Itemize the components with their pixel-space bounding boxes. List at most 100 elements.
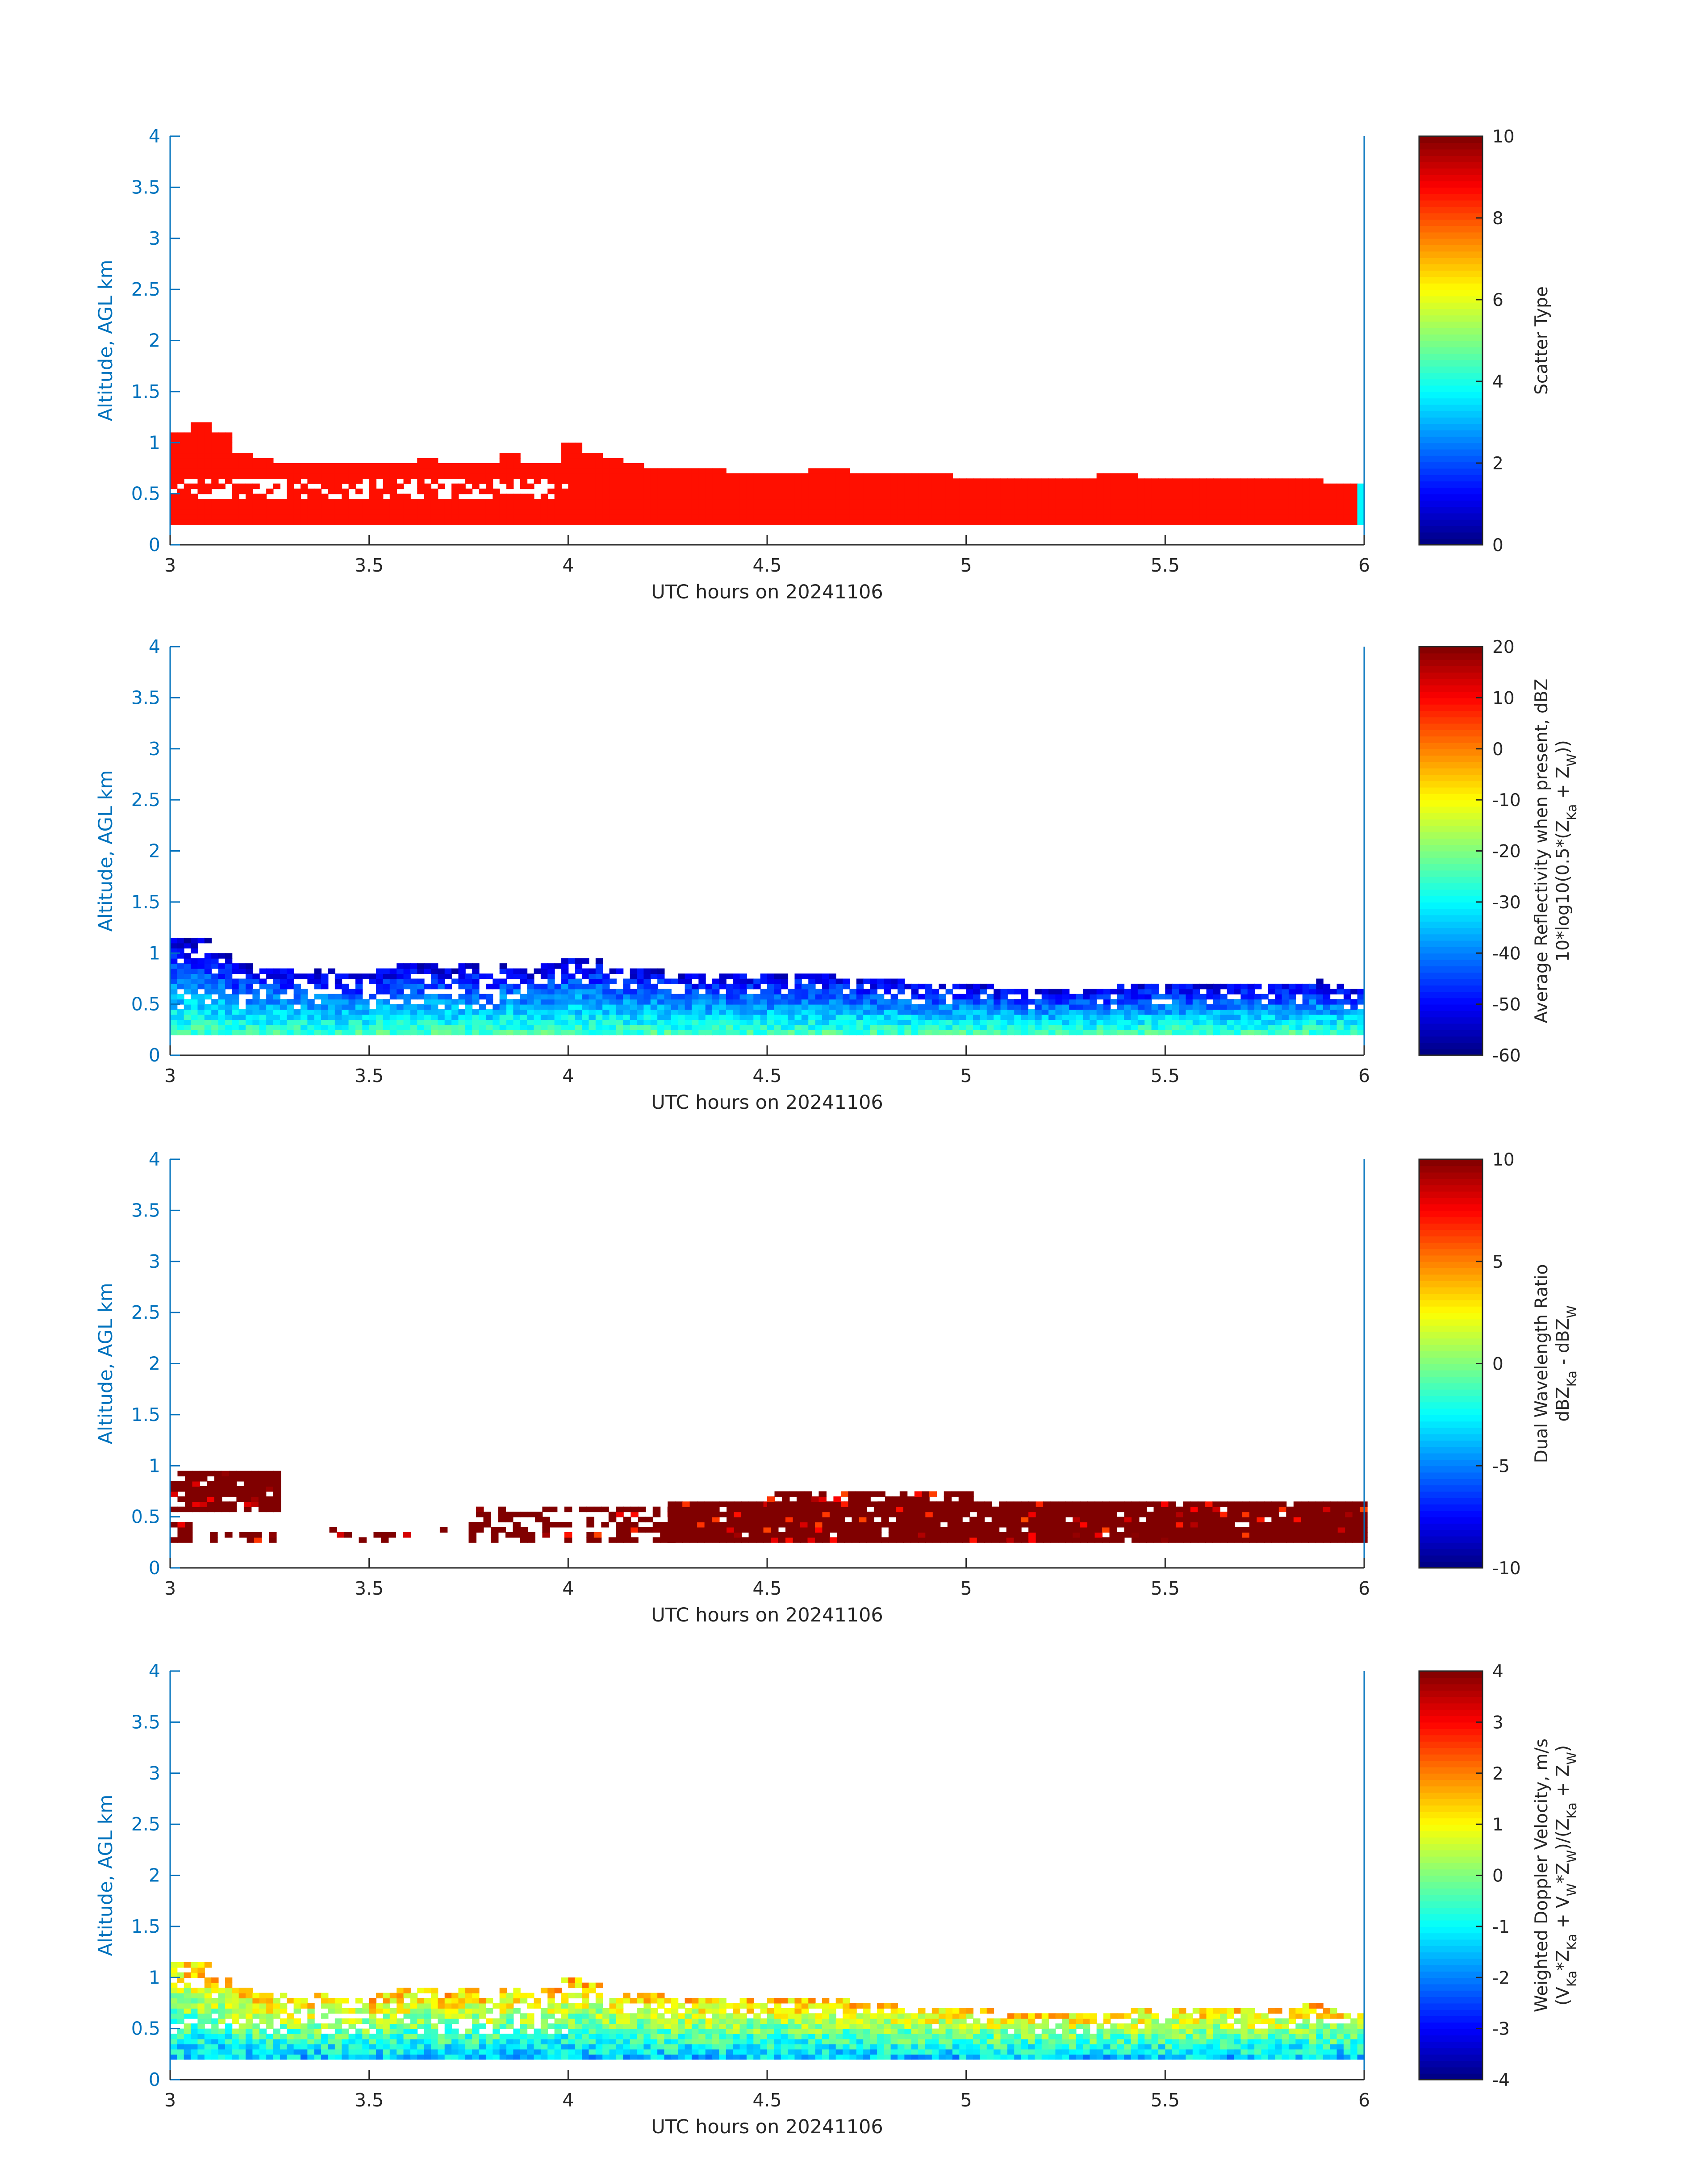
- heatmap-cell: [1096, 478, 1104, 484]
- colorbar-swatch: [1419, 647, 1482, 654]
- heatmap-cell: [691, 983, 699, 990]
- heatmap-cell: [1151, 1029, 1159, 1036]
- heatmap-cell: [1227, 1537, 1235, 1543]
- heatmap-cell: [918, 1506, 926, 1513]
- colorbar-swatch: [1419, 653, 1482, 660]
- colorbar-swatch: [1419, 1549, 1482, 1556]
- heatmap-cell: [417, 1024, 425, 1030]
- heatmap-cell: [1247, 1024, 1255, 1030]
- heatmap-cell: [650, 1009, 658, 1015]
- heatmap-cell: [788, 478, 795, 484]
- heatmap-cell: [1065, 1501, 1073, 1507]
- heatmap-cell: [890, 1029, 898, 1036]
- heatmap-cell: [1316, 504, 1324, 510]
- heatmap-cell: [589, 519, 596, 525]
- heatmap-cell: [852, 1532, 860, 1538]
- heatmap-cell: [1352, 1501, 1361, 1507]
- heatmap-cell: [911, 473, 919, 479]
- heatmap-cell: [753, 999, 761, 1005]
- heatmap-cell: [815, 468, 823, 474]
- heatmap-cell: [472, 974, 480, 979]
- heatmap-cell: [986, 1014, 994, 1020]
- heatmap-cell: [204, 432, 212, 438]
- heatmap-cell: [863, 1024, 871, 1030]
- heatmap-cell: [918, 1009, 926, 1015]
- y-tick-label: 1: [149, 942, 160, 964]
- heatmap-cell: [748, 1506, 757, 1513]
- y-tick-label: 0.5: [131, 1506, 160, 1528]
- heatmap-cell: [852, 1537, 860, 1543]
- heatmap-cell: [1247, 519, 1255, 525]
- heatmap-cell: [259, 473, 267, 479]
- heatmap-cell: [266, 974, 274, 979]
- colorbar-swatch: [1419, 985, 1482, 992]
- heatmap-cell: [527, 1512, 535, 1517]
- heatmap-cell: [1293, 1527, 1302, 1533]
- heatmap-cell: [616, 483, 624, 489]
- heatmap-cell: [890, 493, 898, 500]
- colorbar-tick-label: -20: [1492, 842, 1521, 862]
- heatmap-cell: [1212, 1517, 1220, 1523]
- heatmap-cell: [890, 514, 898, 520]
- heatmap-cell: [1309, 1019, 1317, 1025]
- heatmap-cell: [499, 1019, 507, 1025]
- heatmap-cell: [1227, 509, 1235, 515]
- heatmap-cell: [739, 514, 747, 520]
- heatmap-cell: [1087, 1512, 1095, 1517]
- heatmap-cell: [506, 514, 514, 520]
- heatmap-cell: [739, 478, 747, 484]
- heatmap-cell: [739, 978, 747, 984]
- heatmap-cell: [1000, 478, 1008, 484]
- heatmap-cell: [1186, 519, 1193, 525]
- heatmap-cell: [623, 478, 631, 484]
- heatmap-cell: [417, 468, 425, 474]
- heatmap-cell: [1198, 1532, 1206, 1538]
- heatmap-cell: [1103, 509, 1111, 515]
- heatmap-cell: [238, 463, 246, 469]
- heatmap-cell: [554, 983, 562, 990]
- heatmap-cell: [314, 504, 322, 510]
- heatmap-cell: [1192, 1009, 1200, 1015]
- heatmap-cell: [767, 1501, 775, 1507]
- heatmap-cell: [794, 983, 802, 990]
- heatmap-cell: [712, 1522, 720, 1528]
- heatmap-cell: [314, 493, 322, 500]
- heatmap-cell: [1345, 1512, 1353, 1517]
- heatmap-cell: [334, 509, 342, 515]
- heatmap-cell: [1021, 1522, 1029, 1528]
- heatmap-cell: [513, 1019, 521, 1025]
- heatmap-cell: [789, 1501, 797, 1507]
- heatmap-cell: [1240, 499, 1248, 505]
- heatmap-cell: [835, 1009, 844, 1015]
- heatmap-cell: [177, 1014, 184, 1020]
- heatmap-cell: [637, 968, 644, 974]
- heatmap-cell: [1278, 1537, 1287, 1543]
- heatmap-cell: [994, 989, 1001, 994]
- heatmap-cell: [955, 1522, 963, 1528]
- heatmap-cell: [575, 473, 583, 479]
- heatmap-cell: [863, 1014, 871, 1020]
- heatmap-cell: [458, 963, 466, 969]
- heatmap-cell: [657, 468, 665, 474]
- heatmap-cell: [589, 1024, 596, 1030]
- heatmap-cell: [568, 483, 576, 489]
- heatmap-cell: [334, 478, 342, 484]
- heatmap-cell: [1247, 994, 1255, 1000]
- heatmap-cell: [1153, 1522, 1161, 1528]
- heatmap-cell: [986, 1024, 994, 1030]
- heatmap-cell: [1132, 1537, 1140, 1543]
- heatmap-cell: [266, 1004, 274, 1010]
- colorbar-swatch: [1419, 500, 1482, 507]
- heatmap-cell: [211, 499, 219, 505]
- heatmap-cell: [863, 978, 871, 984]
- heatmap-cell: [796, 1496, 805, 1502]
- heatmap-cell: [994, 478, 1001, 484]
- heatmap-cell: [1102, 1506, 1110, 1513]
- heatmap-cell: [1027, 999, 1036, 1005]
- heatmap-cell: [355, 514, 363, 520]
- heatmap-cell: [307, 999, 315, 1005]
- heatmap-cell: [300, 994, 308, 1000]
- heatmap-cell: [616, 504, 624, 510]
- heatmap-cell: [739, 519, 747, 525]
- heatmap-cell: [197, 453, 205, 459]
